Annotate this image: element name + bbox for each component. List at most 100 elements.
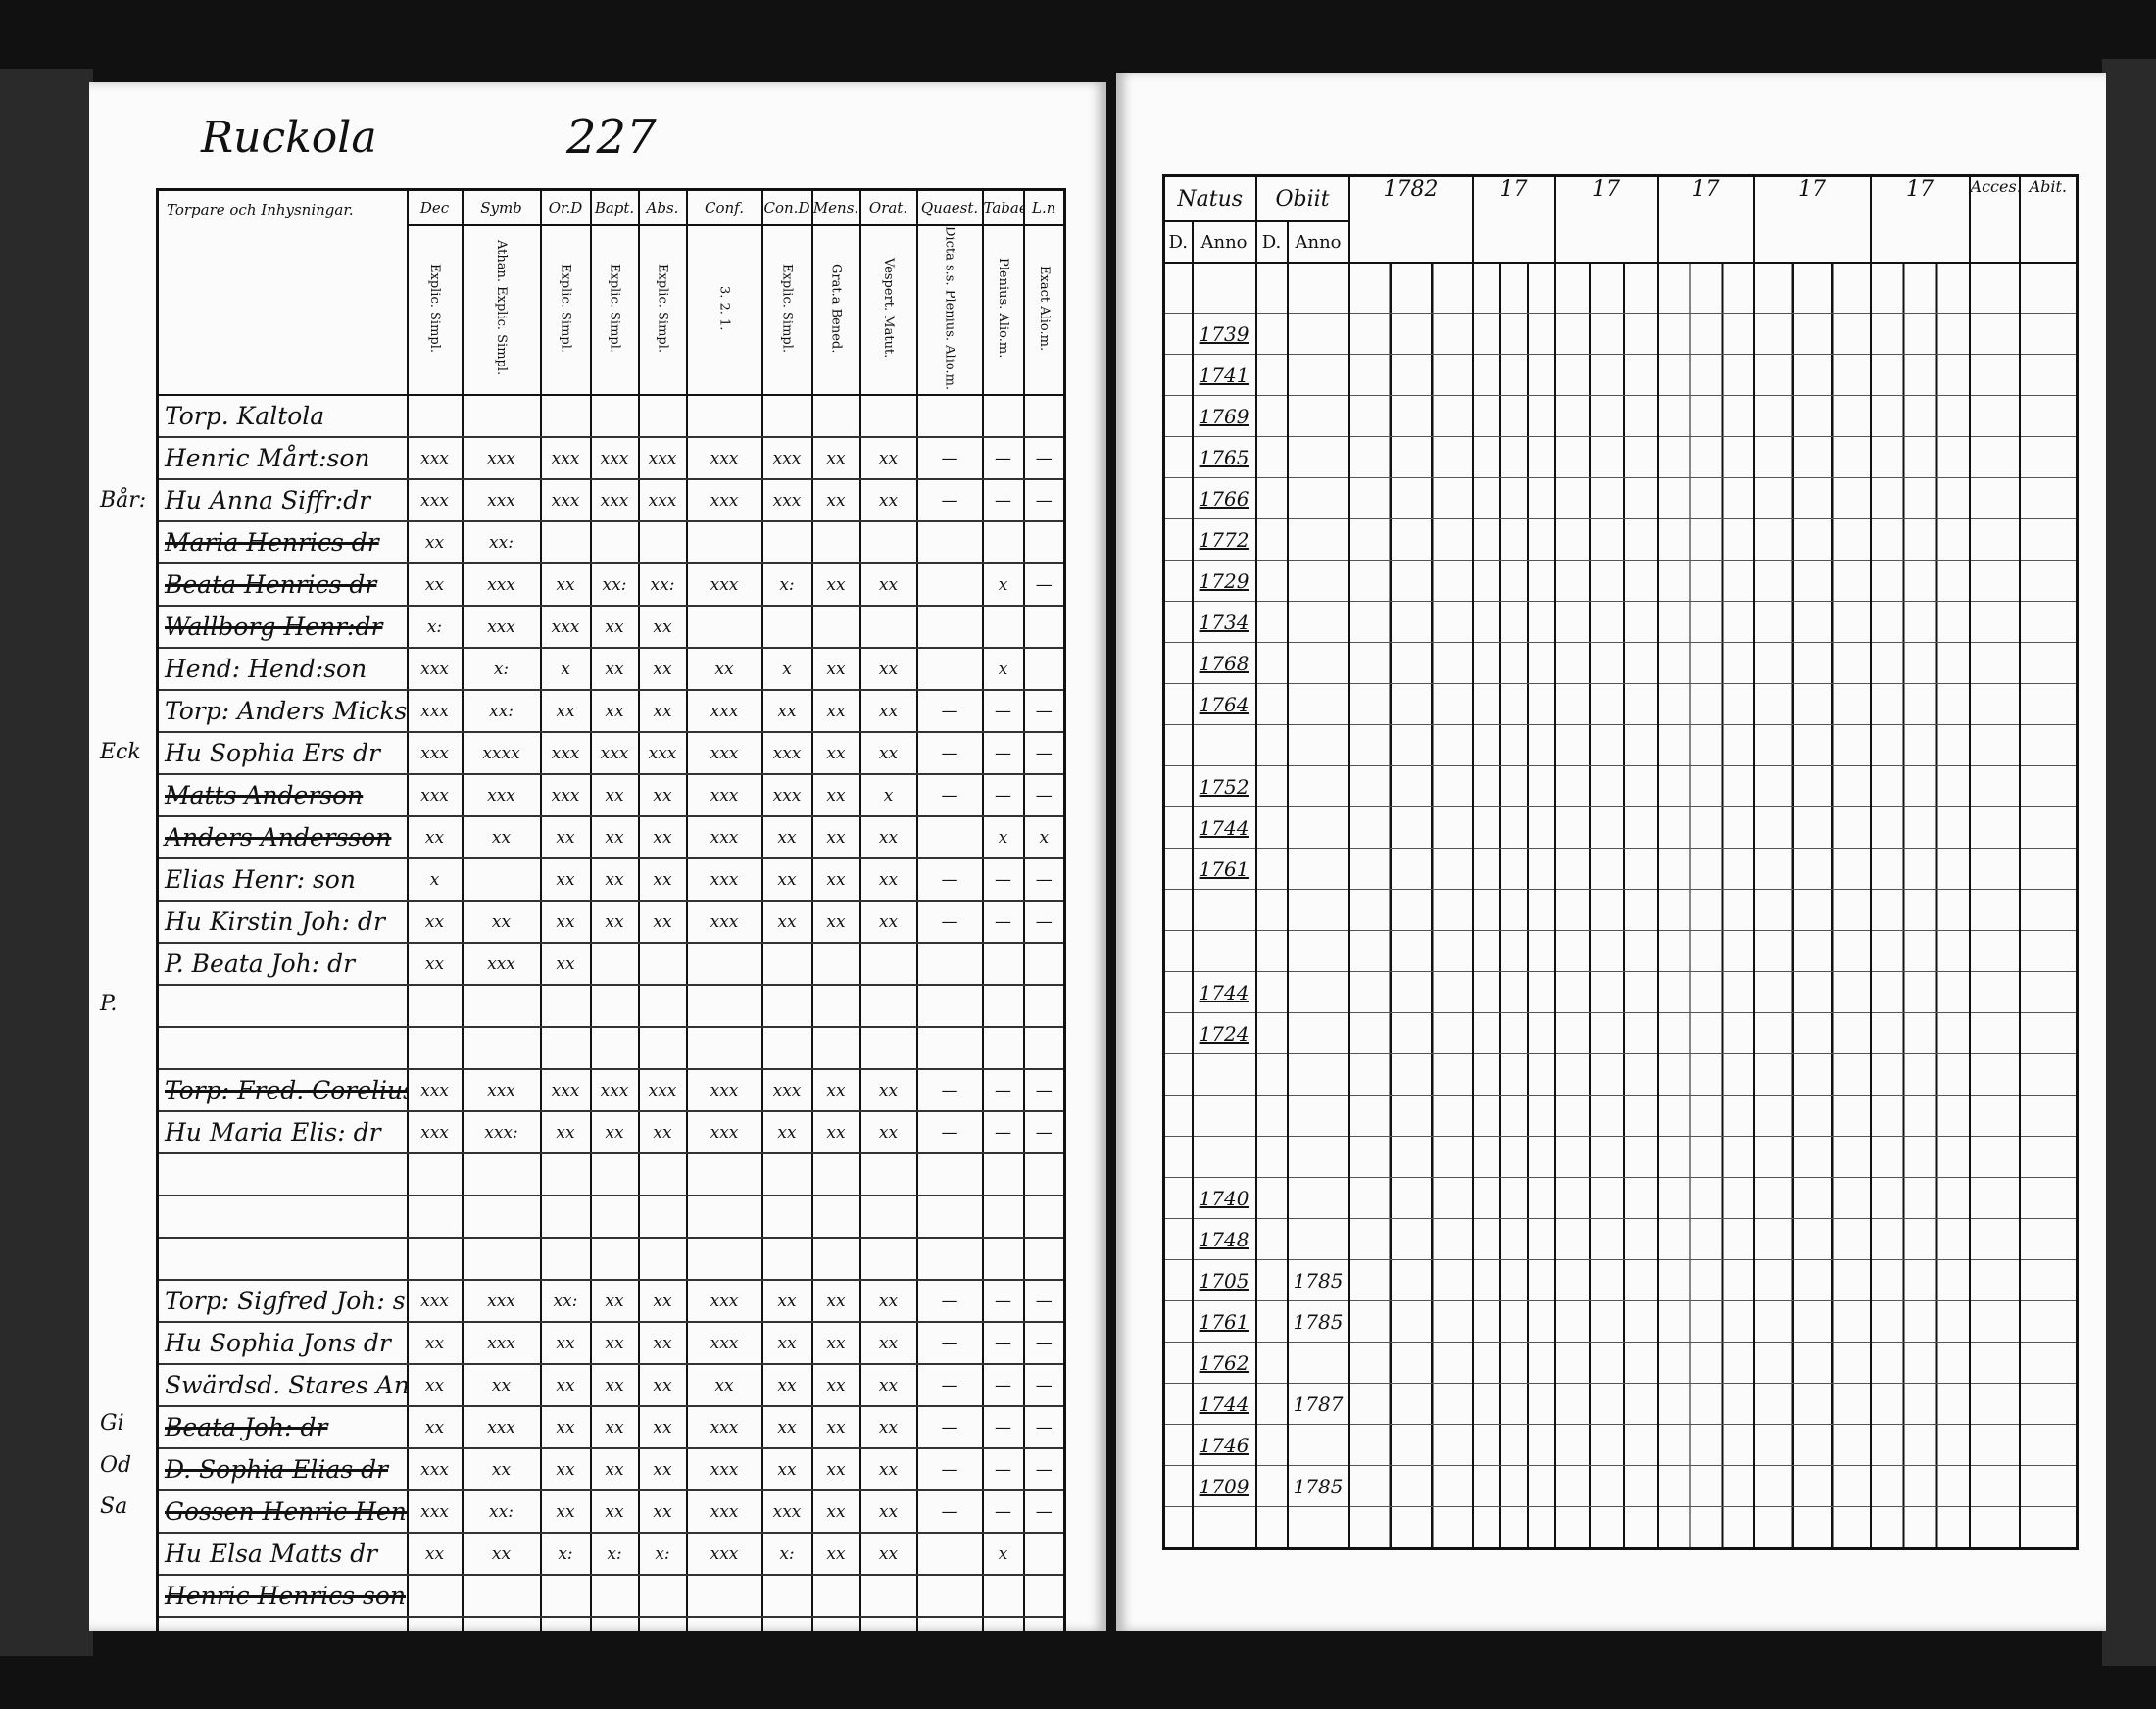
knowledge-mark: xx	[406, 1406, 464, 1450]
knowledge-mark: xxx	[589, 437, 640, 481]
empty-cell	[1752, 313, 1872, 355]
knowledge-mark	[461, 1027, 542, 1071]
empty-cell	[1553, 1095, 1659, 1137]
empty-cell	[1254, 477, 1289, 519]
knowledge-mark: xx	[589, 1280, 640, 1324]
empty-cell	[1752, 642, 1872, 684]
empty-cell	[1471, 477, 1556, 519]
empty-cell	[1348, 1300, 1474, 1343]
margin-note: Sa	[100, 1494, 128, 1520]
header-acces: Acces.	[1968, 174, 2021, 264]
empty-cell	[1162, 263, 1194, 314]
knowledge-mark: xx	[810, 648, 861, 692]
empty-cell	[1254, 683, 1289, 725]
column-subheader: Explic. Simpl.	[539, 223, 592, 397]
empty-cell	[1348, 1053, 1474, 1096]
empty-cell	[1471, 1177, 1556, 1219]
header-year-1782: 1782	[1348, 174, 1474, 264]
death-year: 1787	[1286, 1383, 1350, 1425]
knowledge-mark	[858, 521, 918, 565]
knowledge-mark	[810, 985, 861, 1029]
knowledge-mark: —	[981, 1448, 1025, 1492]
knowledge-mark: xx	[461, 901, 542, 945]
empty-cell	[1656, 1424, 1755, 1466]
knowledge-mark: xx	[461, 1533, 542, 1577]
knowledge-mark: x	[981, 816, 1025, 860]
empty-cell	[1348, 848, 1474, 890]
birth-year	[1191, 930, 1257, 972]
column-subheader-text: Plenius. Alio.m.	[996, 258, 1010, 359]
empty-cell	[1752, 1218, 1872, 1260]
empty-cell	[1656, 1218, 1755, 1260]
knowledge-mark: —	[981, 437, 1025, 481]
knowledge-mark: —	[915, 1448, 984, 1492]
knowledge-mark: xx	[589, 1111, 640, 1155]
knowledge-mark: xx	[810, 1364, 861, 1408]
empty-cell	[2018, 889, 2079, 931]
knowledge-mark	[589, 1027, 640, 1071]
empty-cell	[1752, 1300, 1872, 1343]
knowledge-mark: xxx	[539, 1069, 592, 1113]
empty-cell	[1348, 930, 1474, 972]
column-header: Abs.	[637, 188, 688, 226]
empty-cell	[1656, 560, 1755, 602]
empty-cell	[1553, 1300, 1659, 1343]
empty-cell	[1254, 518, 1289, 561]
knowledge-mark	[406, 1575, 464, 1619]
empty-cell	[1968, 1342, 2021, 1384]
empty-cell	[1968, 1506, 2021, 1549]
table-row: 1705 1785	[1162, 1259, 2079, 1301]
empty-cell	[1869, 1095, 1971, 1137]
empty-cell	[2018, 395, 2079, 437]
person-name: Hu Sophia Jons dr	[156, 1322, 409, 1366]
knowledge-mark: —	[1022, 732, 1066, 776]
empty-cell	[1162, 518, 1194, 561]
death-year	[1286, 1053, 1350, 1096]
person-name: Gossen Henric Henr	[156, 1490, 409, 1535]
empty-cell	[1553, 971, 1659, 1013]
knowledge-mark: —	[915, 858, 984, 903]
person-name: Maria Henrics dr	[156, 521, 409, 565]
empty-cell	[1869, 436, 1971, 478]
knowledge-mark: xxx	[406, 1069, 464, 1113]
column-subheader-text: Explic. Simpl.	[655, 264, 670, 354]
knowledge-mark	[539, 1027, 592, 1071]
knowledge-mark: xx:	[461, 1490, 542, 1535]
person-name: Torp. Kaltola	[156, 395, 409, 439]
knowledge-mark: xx	[760, 901, 813, 945]
knowledge-mark: xxx	[637, 1069, 688, 1113]
knowledge-mark: xxx	[406, 1448, 464, 1492]
knowledge-mark	[539, 521, 592, 565]
knowledge-mark	[810, 521, 861, 565]
knowledge-mark: xx	[589, 901, 640, 945]
table-row: Hu Sophia Ers dr xxx xxxx xxx xxx xxx xxx xxx xx…	[156, 732, 1066, 776]
knowledge-mark	[981, 1575, 1025, 1619]
table-row: 1739	[1162, 313, 2079, 355]
table-row: 1765	[1162, 436, 2079, 478]
empty-cell	[1254, 1259, 1289, 1301]
knowledge-mark: xxx	[461, 563, 542, 608]
knowledge-mark	[685, 1027, 763, 1071]
empty-cell	[1968, 313, 2021, 355]
knowledge-mark	[589, 1153, 640, 1197]
empty-cell	[1968, 848, 2021, 890]
empty-cell	[1162, 1383, 1194, 1425]
knowledge-mark: xx	[637, 1364, 688, 1408]
knowledge-mark	[589, 521, 640, 565]
death-year	[1286, 354, 1350, 396]
table-row: 1709 1785	[1162, 1465, 2079, 1507]
table-row: Hu Sophia Jons dr xx xxx xx xx xx xxx xx xx xx — — —	[156, 1322, 1066, 1366]
empty-cell	[1162, 1424, 1194, 1466]
death-year	[1286, 724, 1350, 766]
person-name	[156, 1238, 409, 1282]
empty-cell	[1162, 1095, 1194, 1137]
death-year	[1286, 1136, 1350, 1178]
birth-year: 1748	[1191, 1218, 1257, 1260]
person-name	[156, 1027, 409, 1071]
knowledge-mark: —	[915, 1111, 984, 1155]
empty-cell	[1752, 1177, 1872, 1219]
table-row: 1740	[1162, 1177, 2079, 1219]
empty-cell	[2018, 1095, 2079, 1137]
table-row: 1768	[1162, 642, 2079, 684]
knowledge-mark	[406, 1196, 464, 1240]
